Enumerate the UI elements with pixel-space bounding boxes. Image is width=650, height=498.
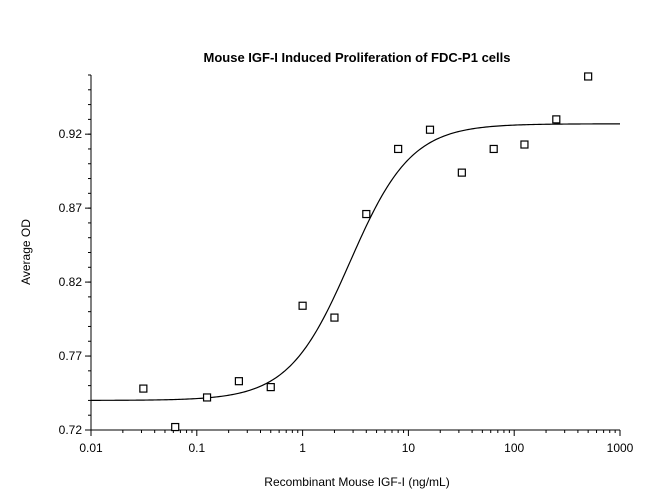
data-point (425, 125, 435, 134)
data-point (171, 422, 180, 432)
data-points (139, 72, 593, 432)
fit-curve (90, 123, 621, 401)
chart-title: Mouse IGF-I Induced Proliferation of FDC… (204, 50, 511, 65)
x-tick-label: 0.1 (188, 441, 205, 455)
y-tick-label: 0.77 (59, 349, 83, 363)
x-tick-label: 1000 (607, 441, 634, 455)
x-tick-label: 10 (402, 441, 416, 455)
data-point (362, 209, 371, 219)
data-point (584, 72, 593, 81)
x-tick-label: 1 (299, 441, 306, 455)
x-tick-label: 0.01 (79, 441, 103, 455)
data-point (234, 377, 244, 386)
data-point (552, 115, 561, 124)
axes: 0.01 0.1 1 10 100 1000 0.72 0.77 0.82 0.87 0.92 (59, 74, 634, 455)
data-point (266, 383, 275, 392)
data-point (394, 144, 403, 154)
data-point (457, 168, 466, 177)
y-tick-label: 0.72 (59, 423, 83, 437)
x-axis-label: Recombinant Mouse IGF-I (ng/mL) (264, 475, 449, 489)
data-point (298, 301, 307, 310)
data-point (489, 144, 498, 154)
y-tick-label: 0.87 (59, 201, 83, 215)
data-point (520, 140, 529, 149)
y-tick-label: 0.82 (59, 275, 83, 289)
y-axis-label: Average OD (19, 219, 33, 285)
data-point (139, 384, 148, 393)
fit-curve-group (90, 123, 621, 401)
data-point (202, 393, 212, 402)
data-point (330, 313, 339, 322)
y-tick-label: 0.92 (59, 127, 83, 141)
x-tick-label: 100 (504, 441, 524, 455)
